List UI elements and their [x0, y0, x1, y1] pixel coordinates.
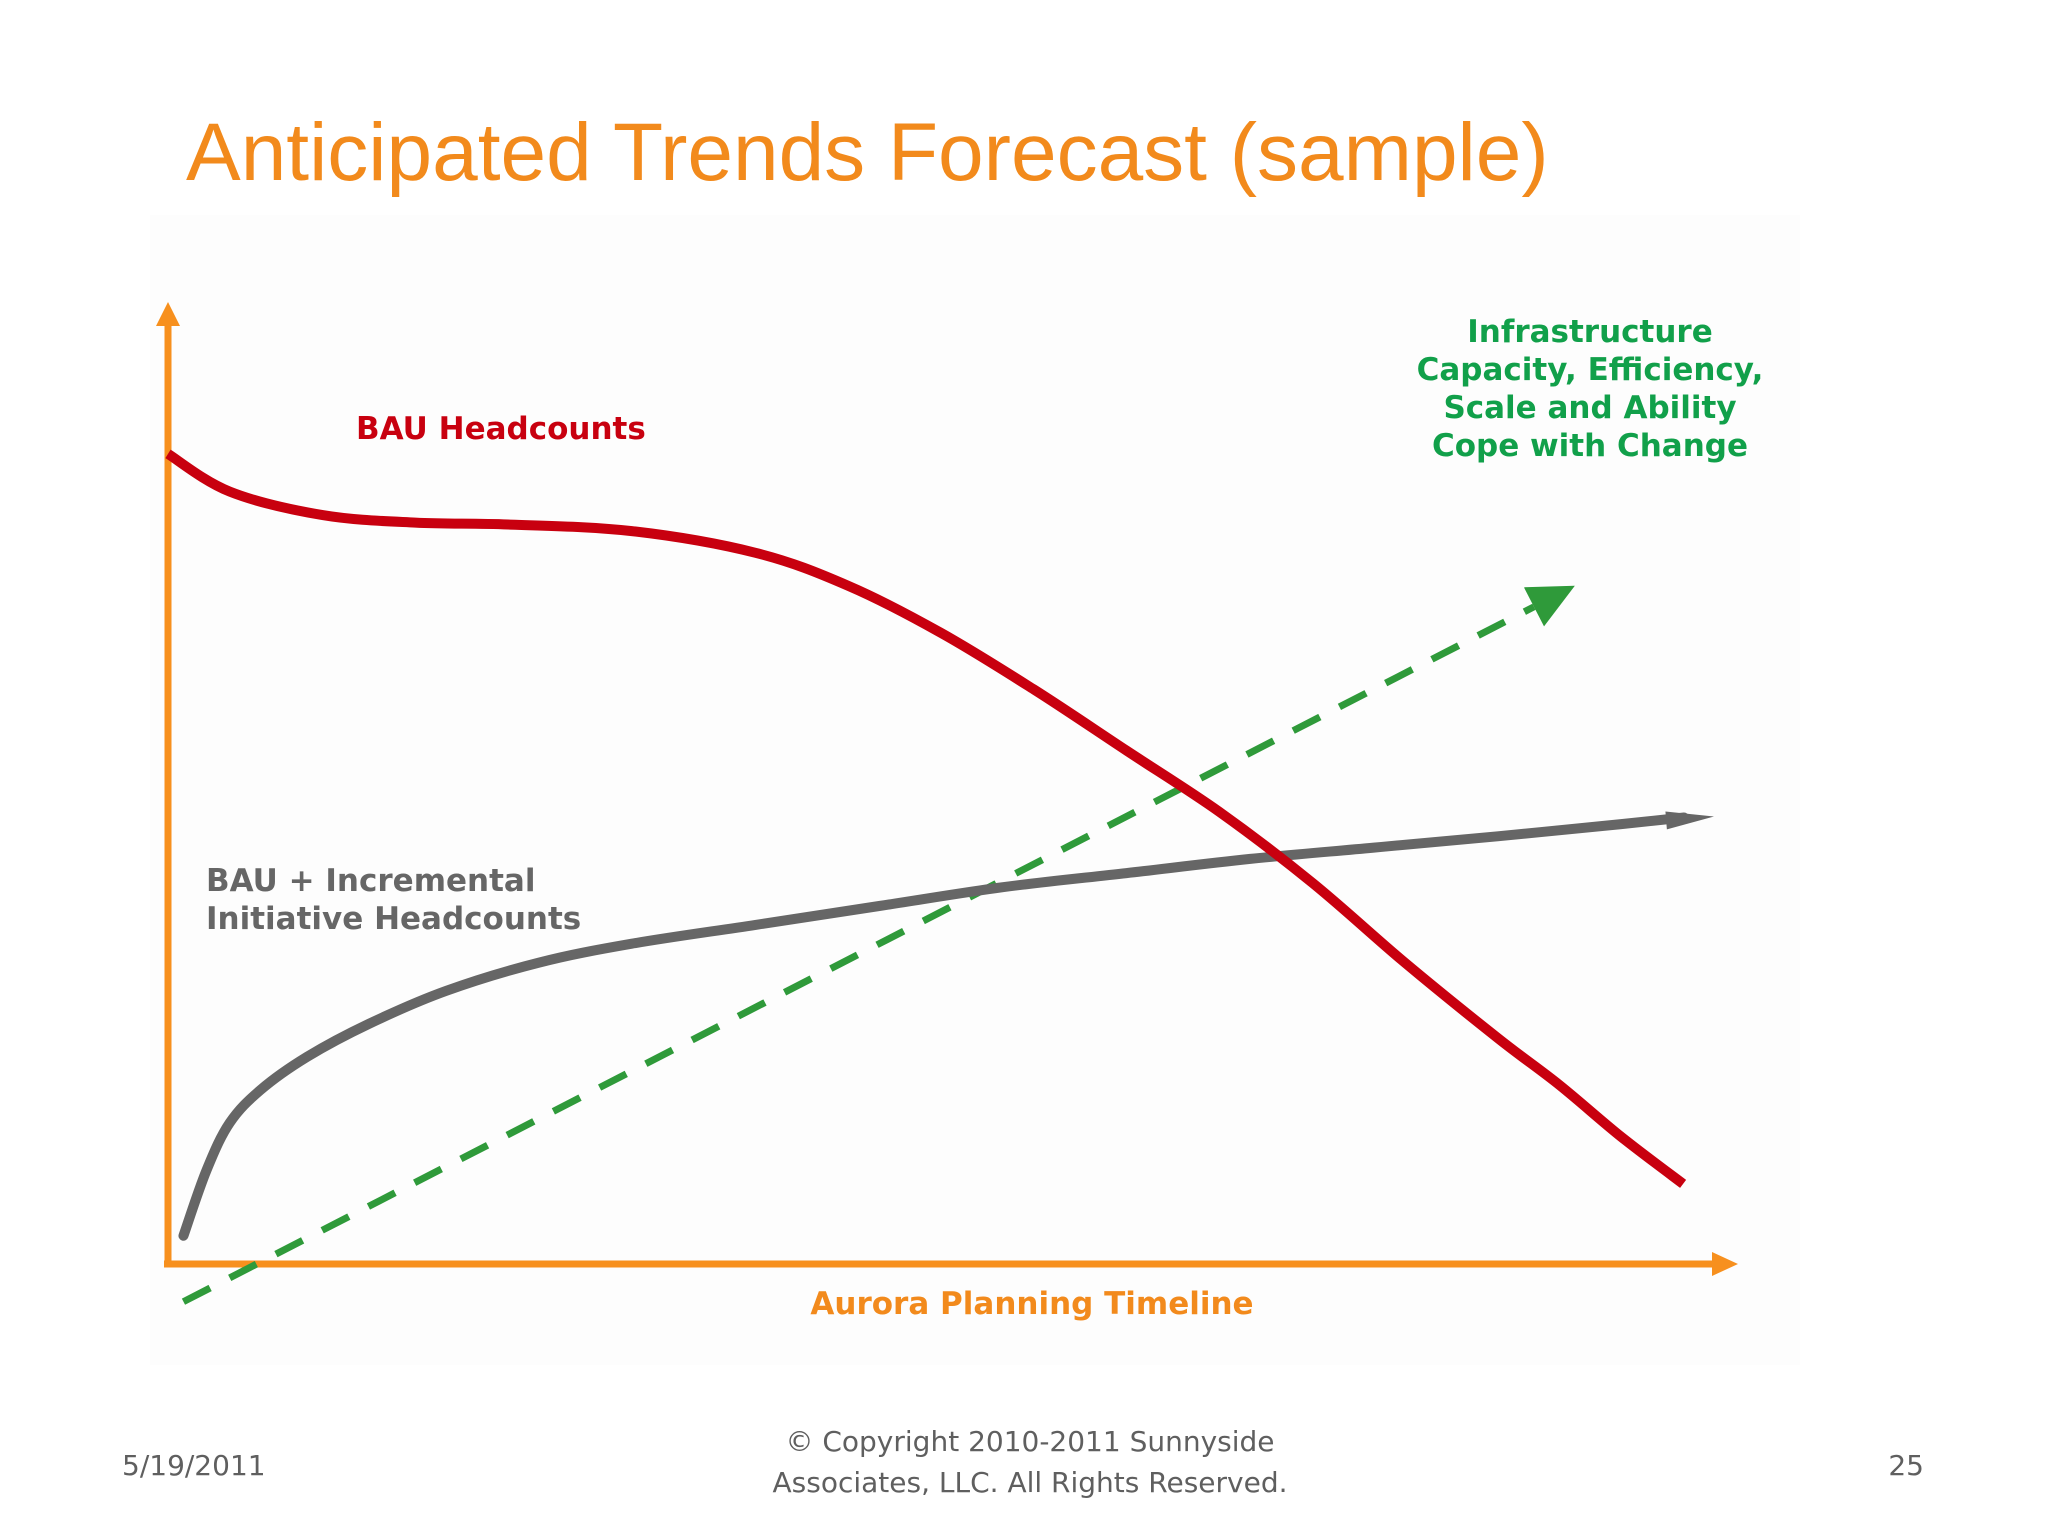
series-incremental-line: [178, 812, 1689, 1241]
series-bau-label: BAU Headcounts: [356, 411, 646, 447]
series-incremental-label-line-1: BAU + Incremental: [206, 863, 535, 899]
footer-date: 5/19/2011: [122, 1449, 266, 1482]
footer-copyright: © Copyright 2010-2011 Sunnyside Associat…: [700, 1422, 1360, 1503]
footer-copyright-line-2: Associates, LLC. All Rights Reserved.: [772, 1465, 1288, 1499]
axes: [156, 302, 1738, 1276]
chart-panel: [150, 215, 1800, 1365]
series-infrastructure-label-line-2: Capacity, Efficiency,: [1417, 352, 1764, 388]
series-infrastructure-label-line-3: Scale and Ability: [1443, 390, 1736, 426]
series-infrastructure-arrowhead: [1523, 585, 1575, 627]
footer-page-number: 25: [1888, 1449, 1924, 1482]
series-infrastructure-line: [181, 603, 1536, 1305]
slide-title: Anticipated Trends Forecast (sample): [186, 107, 1549, 198]
y-axis-arrowhead: [156, 302, 180, 326]
x-axis-arrowhead: [1712, 1252, 1738, 1276]
series-infrastructure-label-line-1: Infrastructure: [1467, 314, 1713, 350]
series-incremental-arrowhead: [1665, 811, 1714, 830]
x-axis-title: Aurora Planning Timeline: [810, 1286, 1253, 1322]
series-bau-line: [165, 449, 1687, 1188]
series-infrastructure-label-line-4: Cope with Change: [1432, 428, 1748, 464]
series-incremental-label: BAU + Incremental Initiative Headcounts: [206, 863, 581, 937]
series-infrastructure-label: Infrastructure Capacity, Efficiency, Scale…: [1417, 314, 1764, 464]
footer-copyright-line-1: © Copyright 2010-2011 Sunnyside: [785, 1425, 1275, 1458]
series-bau-label-line-1: BAU Headcounts: [356, 411, 646, 447]
series-incremental-label-line-2: Initiative Headcounts: [206, 901, 581, 937]
